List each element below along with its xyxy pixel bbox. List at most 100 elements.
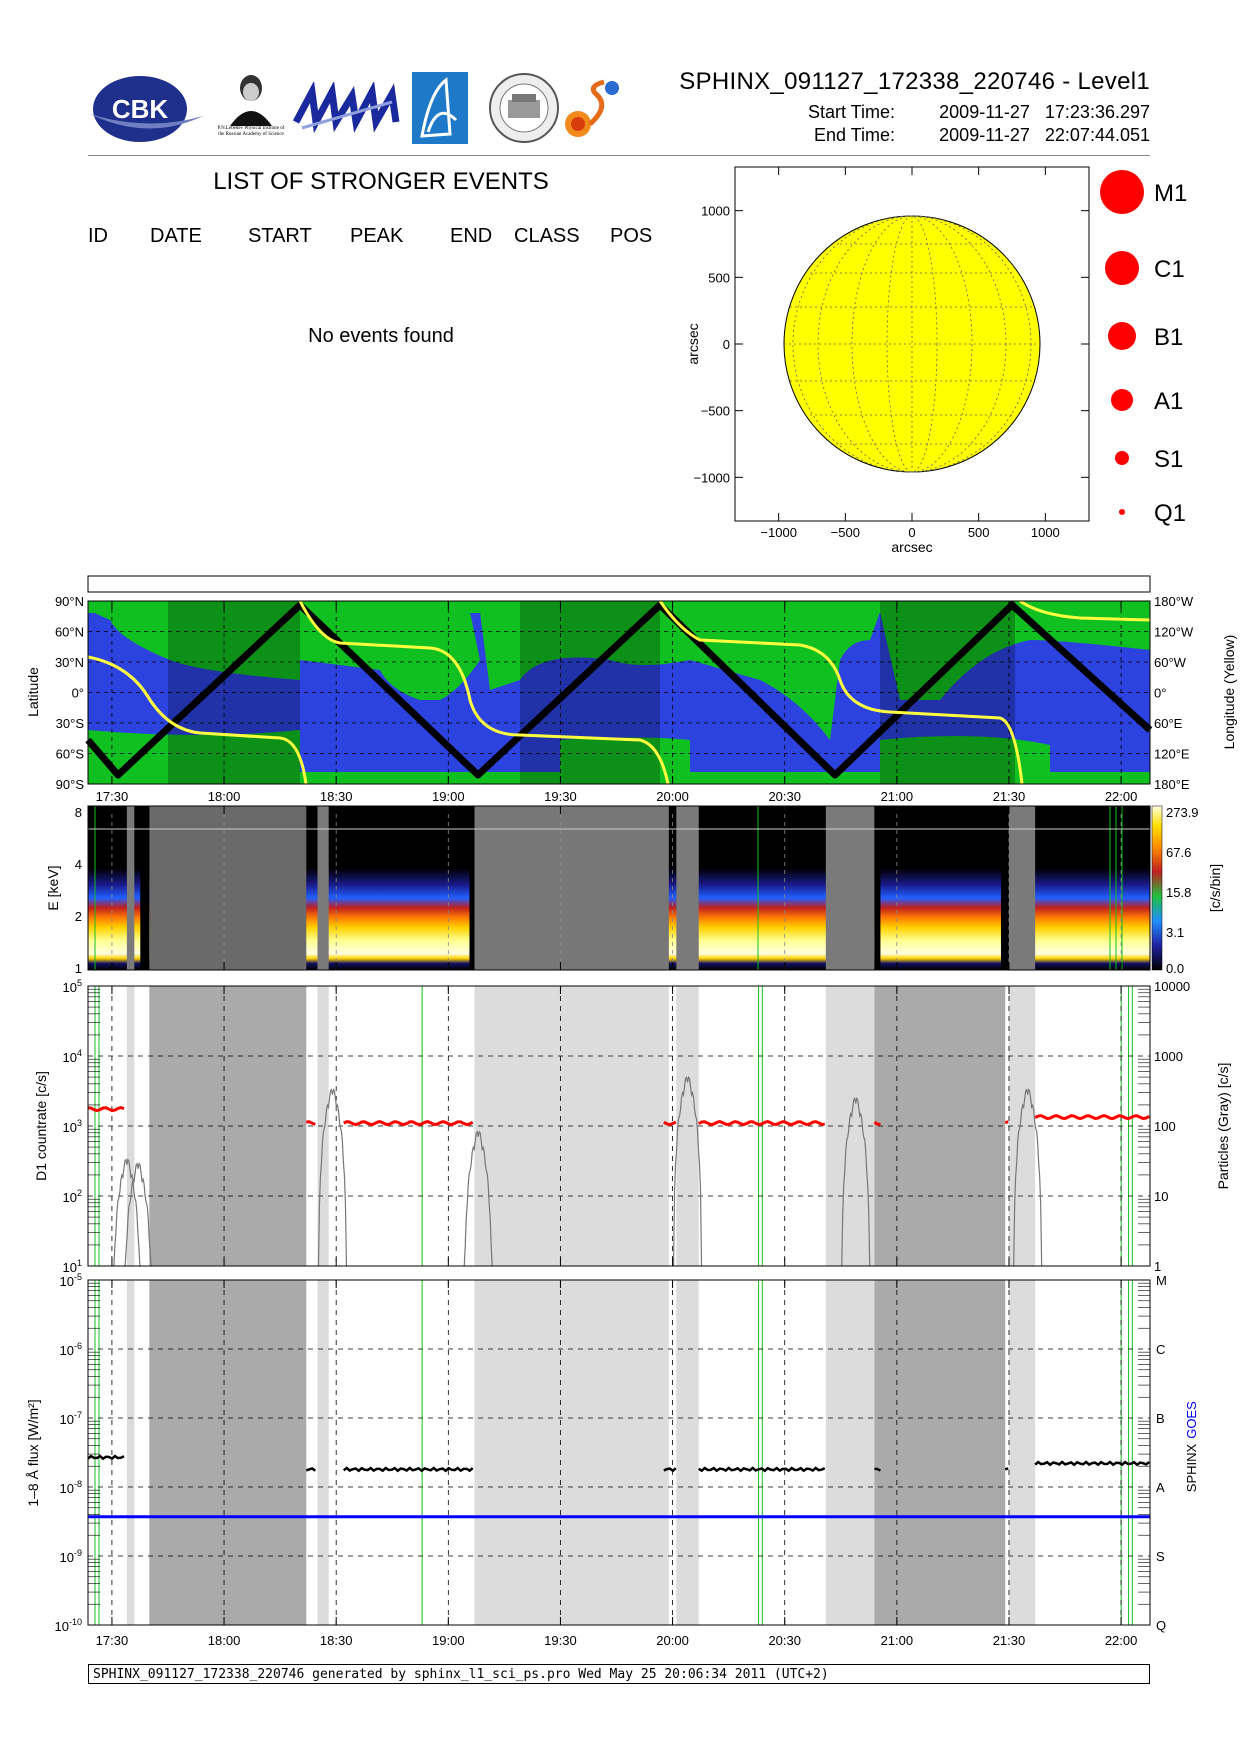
sun-ytick-label: 500 — [708, 270, 730, 285]
flux-left-tick: 10-10 — [55, 1617, 82, 1634]
header-divider — [88, 155, 1150, 156]
end-time-label: End Time: — [813, 125, 895, 145]
spectrum-gap — [126, 806, 135, 970]
orbit-time-tick: 19:30 — [544, 789, 577, 804]
class-legend: M1 C1 B1 A1 S1 Q1 — [1100, 170, 1187, 527]
events-col-end: END — [450, 225, 493, 247]
spectrum-dark-gap — [469, 806, 475, 970]
orbit-time-tick: 20:00 — [656, 789, 689, 804]
lebedev-logo: P.N.Lebedev Physical Institute of the Ru… — [216, 72, 286, 146]
spectrum-gap — [676, 806, 699, 970]
flux-panel: 1–8 Å flux [W/m²] SPHINX GOES 10-5 10-6 10… — [25, 1272, 1199, 1634]
flux-left-tick: 10-9 — [60, 1548, 82, 1565]
count-right-tick: 1000 — [1154, 1049, 1183, 1064]
orbit-left-tick: 90°S — [56, 777, 85, 792]
orbit-green-region — [300, 612, 480, 700]
orbit-time-tick: 21:00 — [881, 789, 914, 804]
flux-time-tick: 18:30 — [320, 1633, 353, 1648]
flux-class-tick: C — [1156, 1342, 1165, 1357]
class-legend-label: C1 — [1154, 256, 1185, 283]
sail-logo — [412, 72, 468, 144]
orbit-left-tick: 0° — [72, 686, 84, 701]
data-gap-shade — [676, 1280, 699, 1625]
count-right-tick: 10 — [1154, 1189, 1168, 1204]
particle-series — [1013, 1088, 1043, 1267]
flux-time-tick: 18:00 — [208, 1633, 241, 1648]
sphinx-flux-series — [342, 1466, 474, 1473]
orbit-time-tick: 17:30 — [96, 789, 129, 804]
count-right-tick: 1 — [1154, 1259, 1161, 1274]
data-gap-shade-dark — [874, 1280, 1006, 1625]
report-title: SPHINX_091127_172338_220746 - Level1 — [679, 68, 1150, 95]
sun-xtick-label: 1000 — [1031, 525, 1060, 540]
events-col-id: ID — [88, 225, 108, 247]
orbit-ylabel-left: Latitude — [25, 667, 41, 717]
spectrum-dark-gap — [874, 806, 881, 970]
spectrum-gap — [825, 806, 875, 970]
countrate-series — [873, 1121, 881, 1127]
class-legend-dot — [1105, 251, 1139, 285]
spectrum-dark-gap — [140, 806, 150, 970]
orbit-green-region — [880, 612, 1150, 700]
flux-ylabel-left: 1–8 Å flux [W/m²] — [25, 1399, 41, 1506]
countrate-series — [663, 1120, 677, 1127]
count-right-tick: 10000 — [1154, 979, 1190, 994]
sphinx-flux-series — [87, 1454, 125, 1461]
cbk-logo-text: CBK — [112, 94, 169, 124]
timeseries-plots: Latitude Longitude (Yellow) 90°N 60°N 30°N… — [25, 575, 1237, 1648]
orbit-time-tick: 22:00 — [1105, 789, 1138, 804]
count-right-tick: 100 — [1154, 1119, 1176, 1134]
events-col-class: CLASS — [514, 225, 580, 247]
orbit-green-region — [880, 736, 1050, 772]
mifi-logo — [292, 80, 404, 134]
sphinx-flux-series — [305, 1467, 317, 1472]
flux-time-tick: 20:00 — [656, 1633, 689, 1648]
class-legend-label: M1 — [1154, 180, 1187, 207]
footer-text: SPHINX_091127_172338_220746 generated by… — [93, 1667, 829, 1682]
spectrum-panel: E [keV] [c/s/bin] 8 4 2 1 273.9 67.6 15.8 3.1 0.… — [45, 805, 1223, 976]
colorbar-tick: 3.1 — [1166, 925, 1184, 940]
orbit-right-tick: 120°E — [1154, 747, 1190, 762]
flux-ylabel-right-sphinx: SPHINX — [1184, 1443, 1199, 1492]
sun-ytick-label: −500 — [701, 404, 730, 419]
sphinx-flux-series — [663, 1467, 677, 1473]
orbit-ylabel-right: Longitude (Yellow) — [1221, 635, 1237, 750]
data-gap-shade — [825, 1280, 875, 1625]
sun-xtick-label: −500 — [831, 525, 860, 540]
orbit-longitude-curve — [87, 655, 308, 785]
orbit-left-tick: 30°N — [55, 655, 84, 670]
flux-time-tick: 22:00 — [1105, 1633, 1138, 1648]
particle-series — [841, 1096, 871, 1267]
count-ylabel-right: Particles (Gray) [c/s] — [1215, 1063, 1231, 1190]
orbit-longitude-curve — [1019, 599, 1151, 622]
sun-plot-ylabel: arcsec — [690, 323, 701, 364]
class-legend-label: B1 — [1154, 324, 1183, 351]
data-gap-shade — [126, 1280, 135, 1625]
orbit-green-region — [560, 737, 690, 772]
sun-ytick-label: −1000 — [693, 470, 730, 485]
flux-left-tick: 10-7 — [60, 1410, 82, 1427]
events-col-pos: POS — [610, 225, 653, 247]
flux-ylabel-right-goes: GOES — [1184, 1401, 1199, 1439]
orbit-time-tick: 21:30 — [993, 789, 1026, 804]
sun-xtick-label: 0 — [908, 525, 915, 540]
spectrum-gap — [149, 806, 307, 970]
colorbar-label: [c/s/bin] — [1207, 864, 1223, 912]
sun-ytick-label: 0 — [723, 337, 730, 352]
events-col-date: DATE — [150, 225, 202, 247]
sphinx-flux-series — [1004, 1467, 1009, 1471]
particle-series — [124, 1162, 153, 1267]
data-gap-shade — [1008, 1280, 1036, 1625]
class-legend-label: A1 — [1154, 388, 1183, 415]
sun-xtick-label: −1000 — [760, 525, 797, 540]
flux-class-tick: Q — [1156, 1618, 1166, 1633]
class-legend-dot — [1111, 389, 1133, 411]
flux-time-tick: 19:30 — [544, 1633, 577, 1648]
flux-time-tick: 19:00 — [432, 1633, 465, 1648]
observatory-seal-logo — [488, 72, 560, 144]
count-panel: D1 countrate [c/s] Particles (Gray) [c/s… — [33, 978, 1231, 1275]
sun-plot-xlabel: arcsec — [891, 539, 932, 555]
colorbar-tick: 273.9 — [1166, 805, 1199, 820]
count-left-tick: 104 — [63, 1048, 82, 1065]
orbit-right-tick: 120°W — [1154, 625, 1194, 640]
